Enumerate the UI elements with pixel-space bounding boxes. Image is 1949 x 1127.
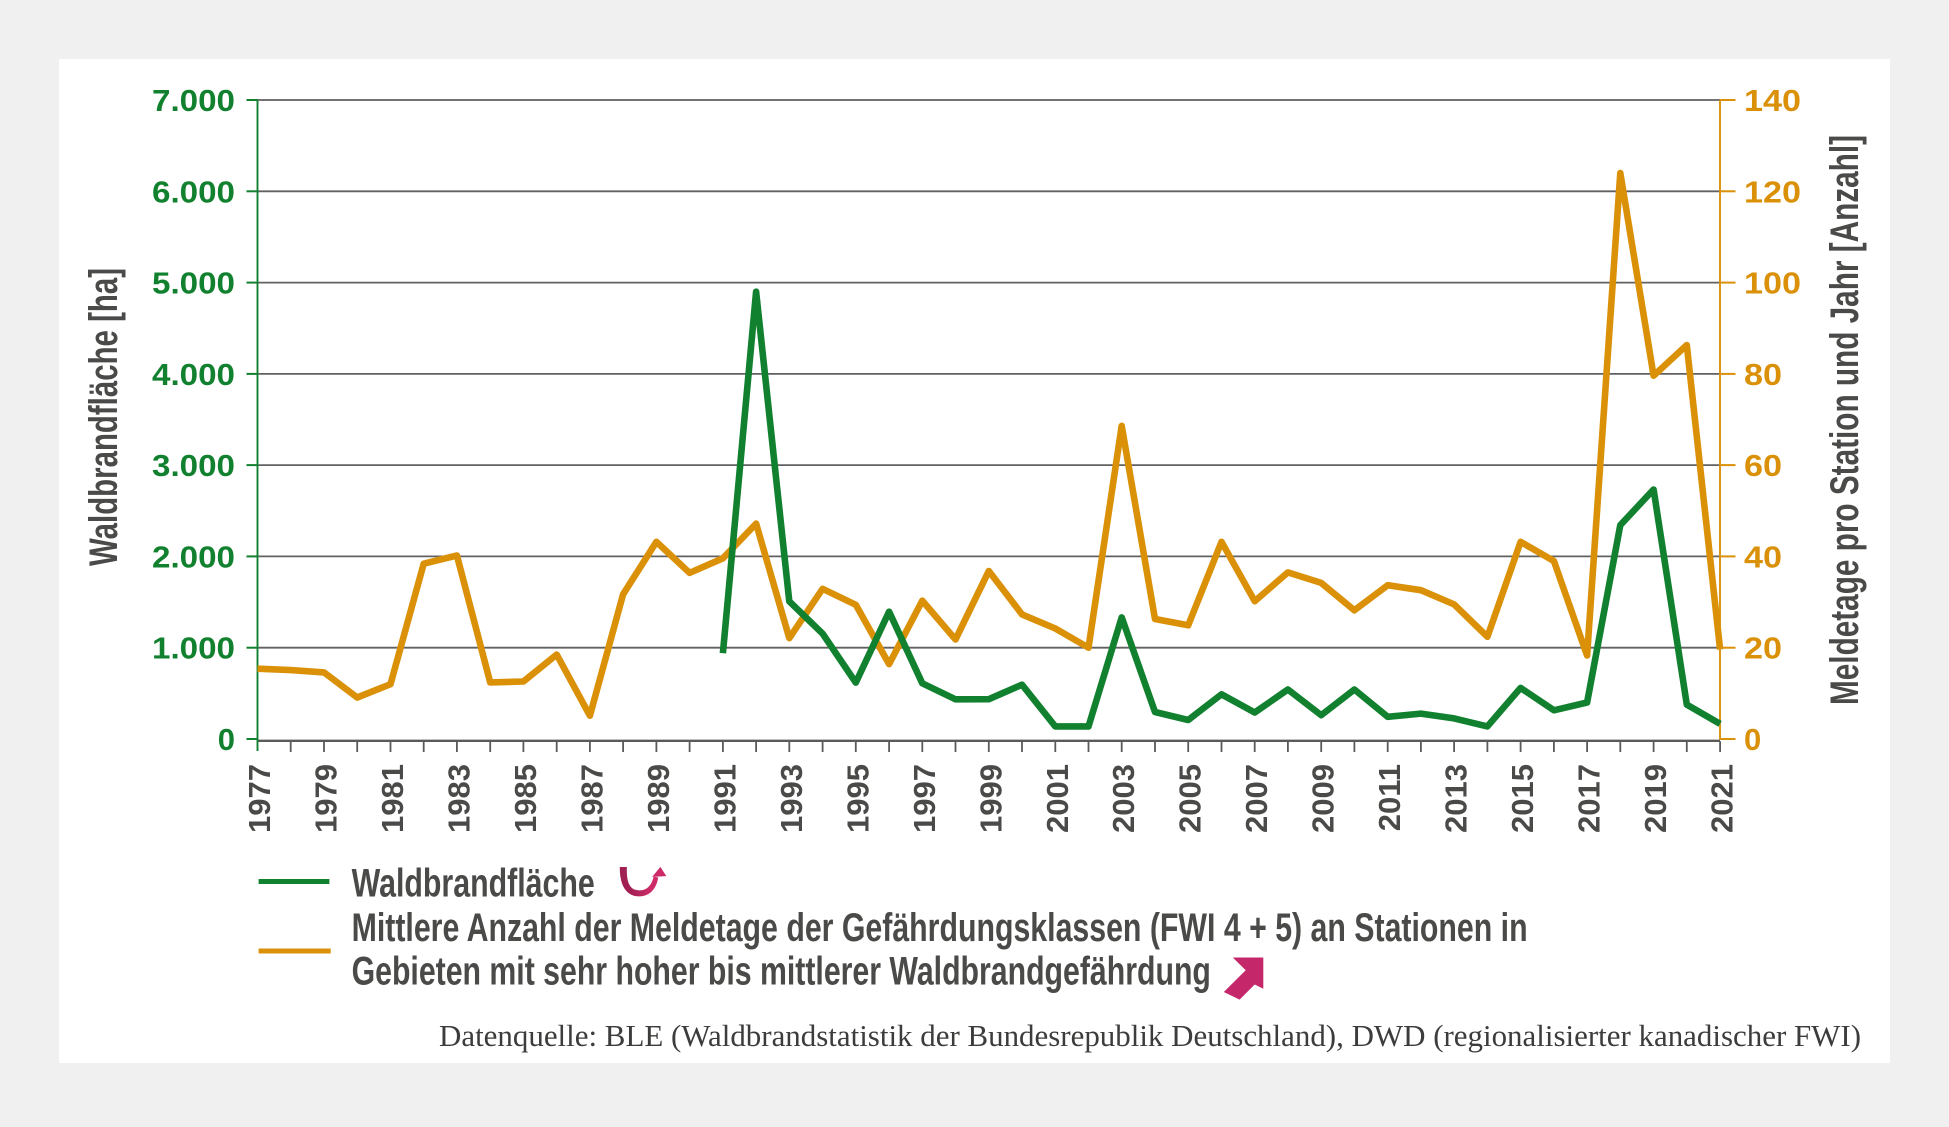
svg-text:2009: 2009 xyxy=(1306,764,1341,833)
svg-text:2005: 2005 xyxy=(1173,764,1208,833)
svg-text:1979: 1979 xyxy=(309,764,344,833)
svg-text:Waldbrandfläche: Waldbrandfläche xyxy=(352,862,595,906)
svg-text:1999: 1999 xyxy=(973,764,1008,833)
svg-text:1977: 1977 xyxy=(242,764,277,833)
svg-text:6.000: 6.000 xyxy=(152,174,235,209)
svg-text:1985: 1985 xyxy=(508,764,543,833)
svg-text:2003: 2003 xyxy=(1106,764,1141,833)
svg-text:Meldetage pro Station und Jahr: Meldetage pro Station und Jahr [Anzahl] xyxy=(1823,135,1867,705)
svg-text:40: 40 xyxy=(1744,539,1782,574)
svg-text:60: 60 xyxy=(1744,448,1782,483)
svg-text:1993: 1993 xyxy=(774,764,809,833)
svg-text:1987: 1987 xyxy=(574,764,609,833)
svg-text:140: 140 xyxy=(1744,83,1801,118)
svg-text:1.000: 1.000 xyxy=(152,631,235,666)
svg-text:Waldbrandfläche [ha]: Waldbrandfläche [ha] xyxy=(82,268,126,566)
svg-text:Gebieten mit sehr hoher bis mi: Gebieten mit sehr hoher bis mittlerer Wa… xyxy=(352,950,1211,994)
svg-text:0: 0 xyxy=(1744,722,1761,757)
svg-text:4.000: 4.000 xyxy=(152,357,235,392)
svg-text:1983: 1983 xyxy=(441,764,476,833)
svg-text:20: 20 xyxy=(1744,631,1782,666)
svg-text:80: 80 xyxy=(1744,357,1782,392)
svg-text:2013: 2013 xyxy=(1439,764,1474,833)
svg-text:100: 100 xyxy=(1744,266,1801,301)
svg-text:2001: 2001 xyxy=(1040,764,1075,833)
svg-text:2015: 2015 xyxy=(1505,764,1540,833)
svg-text:1995: 1995 xyxy=(840,764,875,833)
svg-text:1989: 1989 xyxy=(641,764,676,833)
svg-text:7.000: 7.000 xyxy=(152,83,235,118)
svg-text:2011: 2011 xyxy=(1372,764,1407,831)
svg-text:120: 120 xyxy=(1744,174,1801,209)
svg-text:2017: 2017 xyxy=(1572,764,1607,833)
svg-text:1997: 1997 xyxy=(907,764,942,833)
svg-text:Mittlere Anzahl der Meldetage: Mittlere Anzahl der Meldetage der Gefähr… xyxy=(352,906,1528,950)
svg-text:0: 0 xyxy=(218,722,235,757)
svg-text:2.000: 2.000 xyxy=(152,539,235,574)
svg-text:2007: 2007 xyxy=(1239,764,1274,833)
svg-text:3.000: 3.000 xyxy=(152,448,235,483)
svg-text:1991: 1991 xyxy=(707,764,742,833)
svg-text:Datenquelle: BLE (Waldbrandsta: Datenquelle: BLE (Waldbrandstatistik der… xyxy=(439,1018,1861,1053)
svg-text:2019: 2019 xyxy=(1638,764,1673,833)
svg-text:5.000: 5.000 xyxy=(152,266,235,301)
svg-text:1981: 1981 xyxy=(375,764,410,833)
svg-text:2021: 2021 xyxy=(1705,764,1740,833)
